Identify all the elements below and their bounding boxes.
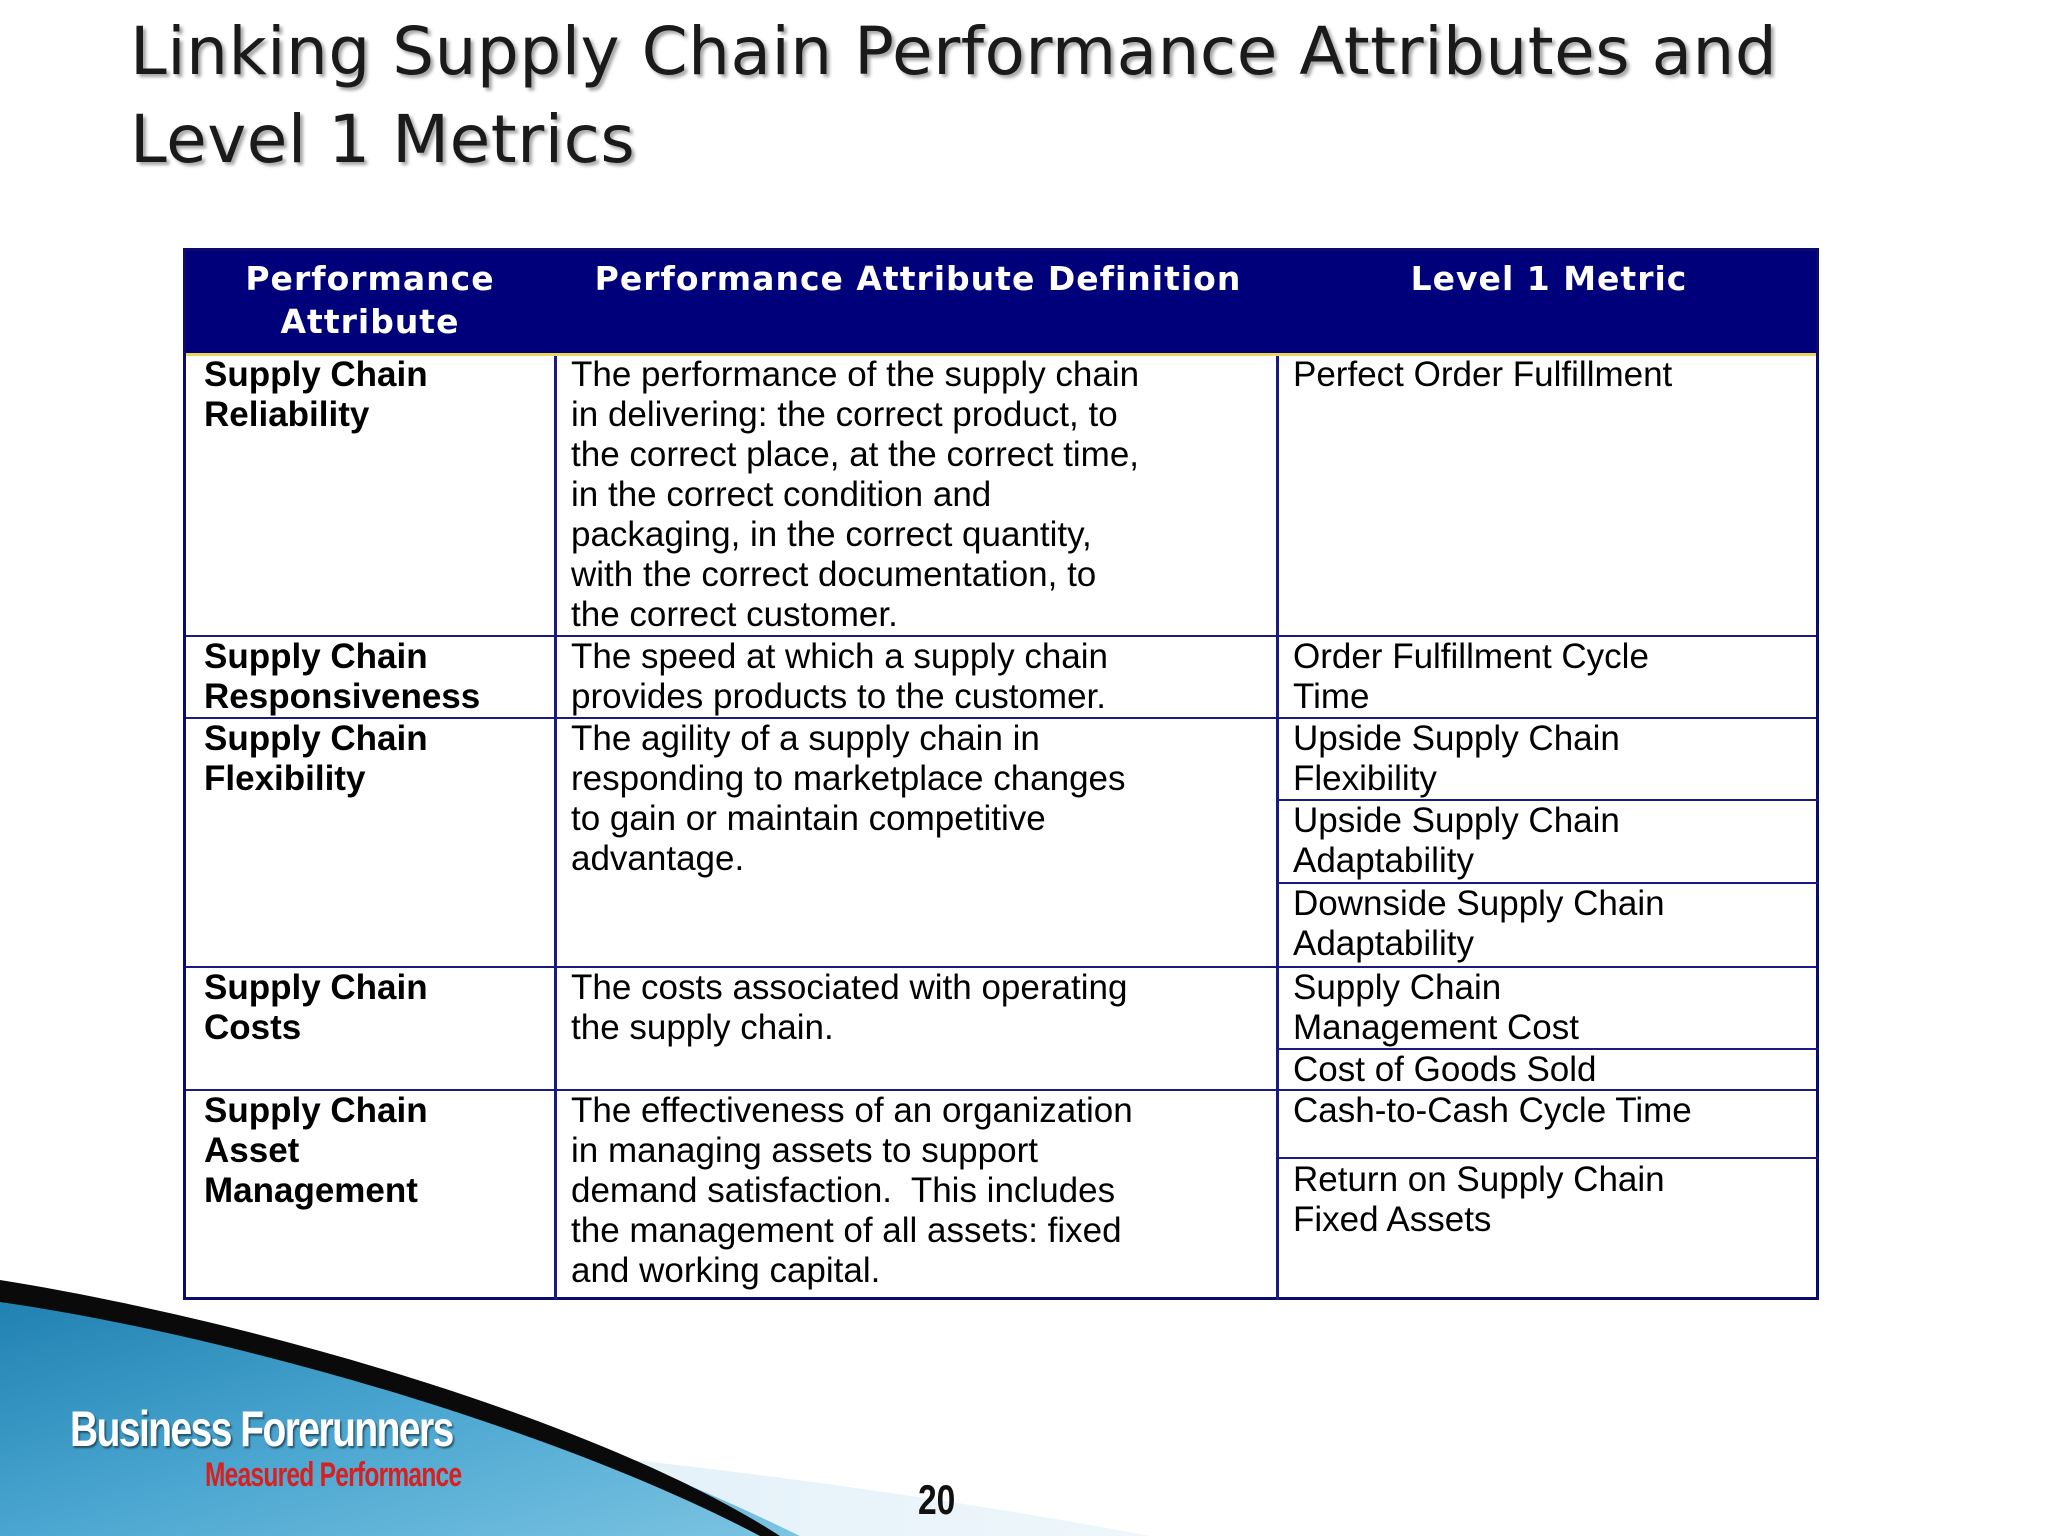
page-number: 20: [918, 1476, 956, 1523]
logo-business-forerunners: Business Forerunners: [70, 1401, 454, 1457]
metric-line: Cost of Goods Sold: [1293, 1050, 1597, 1089]
metric-downside-adaptability: Downside Supply Chain Adaptability: [1293, 884, 1665, 964]
row-flexibility-definition: The agility of a supply chain in respond…: [571, 719, 1126, 879]
attribute-line: Reliability: [204, 395, 370, 434]
definition-line: with the correct documentation, to: [571, 555, 1097, 594]
row-responsiveness-definition: The speed at which a supply chain provid…: [571, 637, 1108, 717]
grid-row-line-3: [186, 966, 1816, 968]
grid-row-line-1: [186, 635, 1816, 637]
header-attribute-line-1: Performance: [245, 259, 495, 298]
row-asset-management-attribute: Supply Chain Asset Management: [204, 1091, 428, 1211]
definition-line: The costs associated with operating: [571, 968, 1128, 1007]
definition-line: the management of all assets: fixed: [571, 1211, 1122, 1250]
grid-vline-1: [554, 356, 557, 1300]
logo-tagline: Measured Performance: [205, 1456, 462, 1494]
attribute-line: Costs: [204, 1008, 302, 1047]
metric-cash-to-cash-cycle-time: Cash-to-Cash Cycle Time: [1293, 1091, 1692, 1131]
definition-line: The agility of a supply chain in: [571, 719, 1040, 758]
definition-line: to gain or maintain competitive: [571, 799, 1046, 838]
metric-line: Order Fulfillment Cycle: [1293, 637, 1649, 676]
metrics-table: Performance Attribute Performance Attrib…: [183, 248, 1819, 1300]
metric-cost-of-goods-sold: Cost of Goods Sold: [1293, 1050, 1597, 1090]
metric-line: Downside Supply Chain: [1293, 884, 1665, 923]
attribute-line: Supply Chain: [204, 968, 428, 1007]
metric-line: Management Cost: [1293, 1008, 1579, 1047]
attribute-line: Asset: [204, 1131, 300, 1170]
header-definition: Performance Attribute Definition: [594, 259, 1242, 298]
grid-metric-line-3: [1276, 1048, 1819, 1050]
definition-line: the correct customer.: [571, 595, 898, 634]
grid-metric-line-2: [1276, 882, 1819, 884]
header-level1-metric: Level 1 Metric: [1410, 259, 1688, 298]
attribute-line: Management: [204, 1171, 418, 1210]
row-costs-attribute: Supply Chain Costs: [204, 968, 428, 1048]
definition-line: advantage.: [571, 839, 745, 878]
attribute-line: Supply Chain: [204, 719, 428, 758]
definition-line: the supply chain.: [571, 1008, 834, 1047]
row-reliability-attribute: Supply Chain Reliability: [204, 355, 428, 435]
metric-line: Flexibility: [1293, 759, 1437, 798]
attribute-line: Flexibility: [204, 759, 366, 798]
definition-line: The speed at which a supply chain: [571, 637, 1108, 676]
metric-return-on-fixed-assets: Return on Supply Chain Fixed Assets: [1293, 1160, 1665, 1240]
grid-metric-line-1: [1276, 799, 1819, 801]
metric-line: Adaptability: [1293, 841, 1474, 880]
metric-order-fulfillment-cycle-time: Order Fulfillment Cycle Time: [1293, 637, 1649, 717]
metric-upside-flexibility: Upside Supply Chain Flexibility: [1293, 719, 1620, 799]
attribute-line: Supply Chain: [204, 1091, 428, 1130]
slide-title: Linking Supply Chain Performance Attribu…: [130, 8, 1930, 184]
attribute-line: Responsiveness: [204, 677, 481, 716]
definition-line: the correct place, at the correct time,: [571, 435, 1140, 474]
metric-line: Upside Supply Chain: [1293, 719, 1620, 758]
metric-line: Time: [1293, 677, 1370, 716]
definition-line: The effectiveness of an organization: [571, 1091, 1133, 1130]
metric-perfect-order-fulfillment: Perfect Order Fulfillment: [1293, 355, 1672, 395]
definition-line: in delivering: the correct product, to: [571, 395, 1118, 434]
definition-line: packaging, in the correct quantity,: [571, 515, 1092, 554]
attribute-line: Supply Chain: [204, 355, 428, 394]
slide-title-line-1: Linking Supply Chain Performance Attribu…: [130, 13, 1778, 90]
footer-swoosh: [0, 1280, 1150, 1536]
metric-line: Supply Chain: [1293, 968, 1502, 1007]
metric-line: Adaptability: [1293, 924, 1474, 963]
metric-line: Fixed Assets: [1293, 1200, 1492, 1239]
metric-line: Upside Supply Chain: [1293, 801, 1620, 840]
row-reliability-definition: The performance of the supply chain in d…: [571, 355, 1139, 635]
metric-line: Return on Supply Chain: [1293, 1160, 1665, 1199]
row-asset-management-definition: The effectiveness of an organization in …: [571, 1091, 1133, 1291]
definition-line: and working capital.: [571, 1251, 881, 1290]
slide-title-line-2: Level 1 Metrics: [130, 101, 636, 178]
table-header: Performance Attribute Performance Attrib…: [186, 251, 1816, 356]
header-performance-attribute: Performance Attribute: [186, 257, 554, 343]
row-flexibility-attribute: Supply Chain Flexibility: [204, 719, 428, 799]
header-attribute-line-2: Attribute: [280, 302, 460, 341]
row-costs-definition: The costs associated with operating the …: [571, 968, 1127, 1048]
definition-line: responding to marketplace changes: [571, 759, 1126, 798]
metric-supply-chain-management-cost: Supply Chain Management Cost: [1293, 968, 1579, 1048]
metric-line: Perfect Order Fulfillment: [1293, 355, 1673, 394]
grid-row-line-4: [186, 1089, 1816, 1091]
grid-vline-2: [1276, 356, 1279, 1300]
definition-line: in the correct condition and: [571, 475, 992, 514]
definition-line: in managing assets to support: [571, 1131, 1038, 1170]
attribute-line: Supply Chain: [204, 637, 428, 676]
definition-line: demand satisfaction. This includes: [571, 1171, 1116, 1210]
grid-row-line-2: [186, 717, 1816, 719]
metric-line: Cash-to-Cash Cycle Time: [1293, 1091, 1692, 1130]
row-responsiveness-attribute: Supply Chain Responsiveness: [204, 637, 480, 717]
grid-metric-line-4: [1276, 1157, 1819, 1159]
definition-line: The performance of the supply chain: [571, 355, 1140, 394]
metric-upside-adaptability: Upside Supply Chain Adaptability: [1293, 801, 1620, 881]
definition-line: provides products to the customer.: [571, 677, 1106, 716]
